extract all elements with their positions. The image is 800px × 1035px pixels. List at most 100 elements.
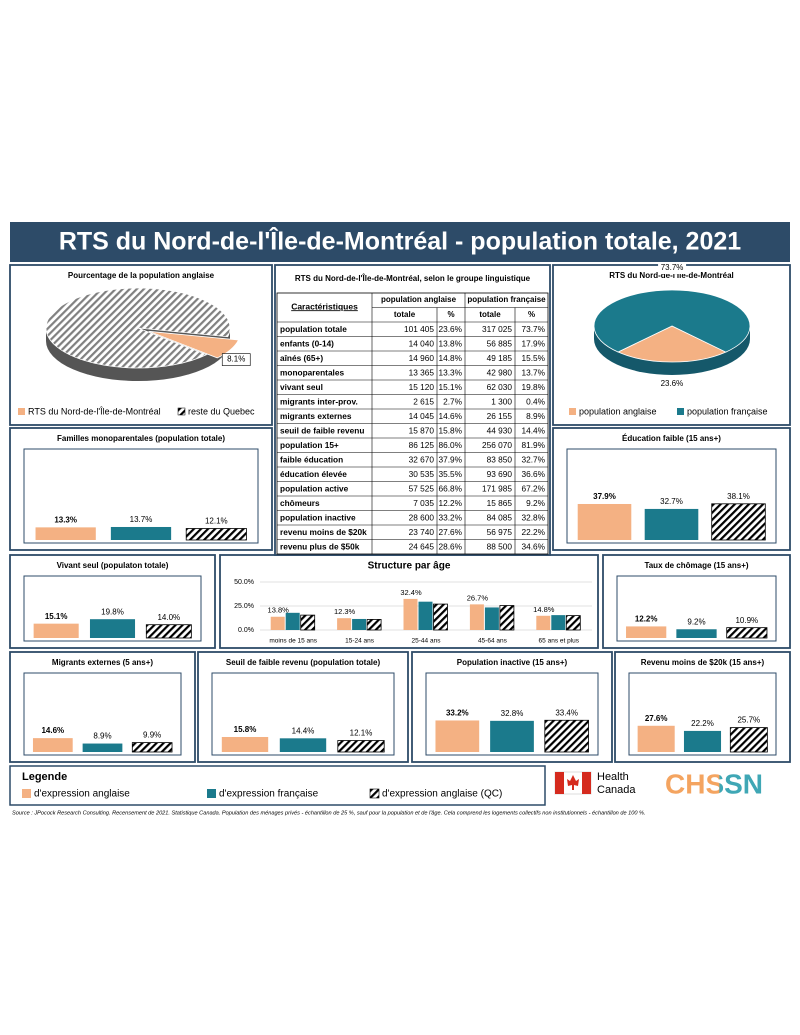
table-cell: 73.7% bbox=[521, 324, 545, 334]
x-tick-label: moins de 15 ans bbox=[269, 638, 317, 645]
table-row-label: migrants externes bbox=[280, 411, 352, 421]
bar bbox=[490, 720, 534, 752]
value-label: 32.8% bbox=[501, 709, 524, 718]
table-row-label: aînés (65+) bbox=[280, 353, 323, 363]
bar bbox=[637, 725, 675, 752]
bar bbox=[270, 616, 285, 630]
table-cell: 14.4% bbox=[521, 425, 545, 435]
table-cell: 9.2% bbox=[526, 498, 546, 508]
table-cell: 56 885 bbox=[487, 338, 513, 348]
table-cell: 14 960 bbox=[409, 353, 435, 363]
value-label: 14.4% bbox=[292, 726, 315, 735]
panel-title: Pourcentage de la population anglaise bbox=[68, 271, 215, 280]
pie-slice bbox=[148, 330, 240, 359]
table-cell: 13.7% bbox=[521, 367, 545, 377]
panel-title: Familles monoparentales (population tota… bbox=[57, 434, 225, 443]
table-cell: 171 985 bbox=[482, 483, 512, 493]
bar bbox=[110, 526, 172, 540]
table-cell: 32.7% bbox=[521, 454, 545, 464]
panel-title: Migrants externes (5 ans+) bbox=[52, 658, 153, 667]
legend-swatch bbox=[569, 408, 576, 415]
x-tick-label: 45-64 ans bbox=[478, 638, 508, 645]
panel-title: Seuil de faible revenu (population total… bbox=[226, 658, 381, 667]
value-label: 13.3% bbox=[54, 515, 77, 524]
legend-swatch bbox=[177, 407, 186, 416]
table-cell: 8.9% bbox=[526, 411, 546, 421]
table-cell: 14 040 bbox=[409, 338, 435, 348]
panel-title: Vivant seul (populaton totale) bbox=[57, 561, 169, 570]
table-row-label: chômeurs bbox=[280, 498, 320, 508]
bar bbox=[435, 720, 480, 752]
table-cell: 14 045 bbox=[409, 411, 435, 421]
bar bbox=[565, 615, 581, 631]
table-cell: 35.5% bbox=[438, 469, 462, 479]
table-cell: 32.8% bbox=[521, 512, 545, 522]
table-cell: 27.6% bbox=[438, 527, 462, 537]
table-cell: 42 980 bbox=[487, 367, 513, 377]
panel-title: Éducation faible (15 ans+) bbox=[622, 434, 721, 443]
table-cell: 15 120 bbox=[409, 382, 435, 392]
value-label-box bbox=[658, 262, 687, 275]
pie-slice bbox=[45, 287, 231, 369]
x-tick-label: 15-24 ans bbox=[345, 638, 375, 645]
source-note: Source : JPocock Research Consulting. Re… bbox=[12, 810, 646, 816]
table-cell: 0.4% bbox=[526, 396, 546, 406]
maple-leaf bbox=[567, 775, 579, 790]
table-cell: 101 405 bbox=[404, 324, 434, 334]
table-row-label: vivant seul bbox=[280, 382, 323, 392]
table-cell: 28.6% bbox=[438, 541, 462, 551]
panel-title: RTS du Nord-de-l'Île-de-Montréal bbox=[609, 271, 734, 280]
value-label: 26.7% bbox=[467, 593, 489, 602]
bar bbox=[337, 618, 352, 630]
panel-title: Revenu moins de $20k (15 ans+) bbox=[641, 658, 765, 667]
legend-swatch bbox=[22, 789, 31, 798]
value-label: 32.4% bbox=[400, 588, 422, 597]
value-label-box bbox=[657, 377, 686, 390]
legend-label: reste du Quebec bbox=[188, 406, 255, 416]
table-cell: 28 600 bbox=[409, 512, 435, 522]
value-label: 8.9% bbox=[93, 732, 111, 741]
table-cell: 88 500 bbox=[487, 541, 513, 551]
bar bbox=[551, 615, 566, 630]
table-cell: 67.2% bbox=[521, 483, 545, 493]
table-cell: 36.6% bbox=[521, 469, 545, 479]
table-cell: 13.8% bbox=[438, 338, 462, 348]
table-subheader: totale bbox=[394, 310, 416, 319]
table-cell: 13.3% bbox=[438, 367, 462, 377]
table-cell: 32 670 bbox=[409, 454, 435, 464]
table-cell: 256 070 bbox=[482, 440, 512, 450]
table-cell: 56 975 bbox=[487, 527, 513, 537]
table-subheader: % bbox=[528, 310, 535, 319]
legend-swatch bbox=[207, 789, 216, 798]
table-cell: 2 615 bbox=[413, 396, 434, 406]
legend-label: d'expression anglaise bbox=[34, 789, 130, 800]
flag-band bbox=[555, 772, 564, 794]
bar bbox=[536, 615, 551, 630]
table-title: RTS du Nord-de-l'Île-de-Montréal, selon … bbox=[295, 274, 531, 283]
table-row-label: population active bbox=[280, 483, 349, 493]
logo-canada: Canada bbox=[597, 784, 636, 796]
table-row-label: faible éducation bbox=[280, 454, 343, 464]
value-label: 12.2% bbox=[635, 615, 658, 624]
value-label: 15.1% bbox=[45, 612, 68, 621]
legend-label: RTS du Nord-de-l'Île-de-Montréal bbox=[28, 406, 161, 416]
table-cell: 15.5% bbox=[521, 353, 545, 363]
legend-box bbox=[9, 765, 546, 806]
value-label: 22.2% bbox=[691, 719, 714, 728]
table-cell: 44 930 bbox=[487, 425, 513, 435]
legend-label: d'expression anglaise (QC) bbox=[382, 789, 502, 800]
legend-label: population française bbox=[687, 406, 768, 416]
table-header: Caractéristiques bbox=[291, 301, 358, 311]
table-cell: 49 185 bbox=[487, 353, 513, 363]
value-label: 14.6% bbox=[41, 726, 64, 735]
title-bar bbox=[10, 222, 790, 262]
legend-title: Legende bbox=[22, 771, 67, 783]
pie-slice bbox=[617, 325, 727, 363]
table-cell: 86.0% bbox=[438, 440, 462, 450]
bar bbox=[644, 508, 699, 540]
table-cell: 34.6% bbox=[521, 541, 545, 551]
table-frame bbox=[274, 264, 551, 556]
bar bbox=[729, 727, 768, 753]
